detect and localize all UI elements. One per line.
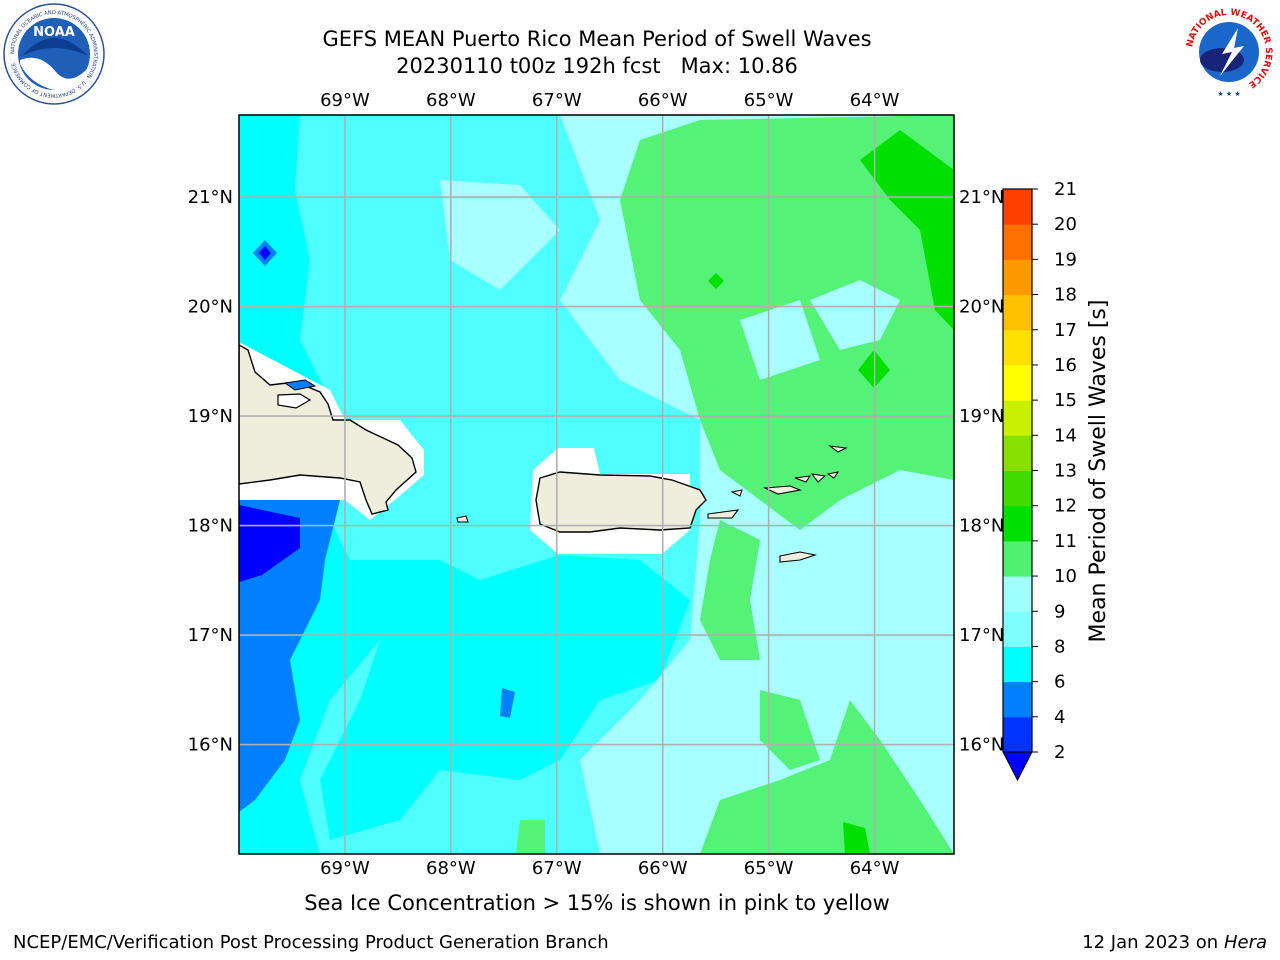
colorbar-tick-label: 11 xyxy=(1054,531,1077,552)
colorbar-tick-label: 9 xyxy=(1054,601,1065,622)
lat-label-left: 16°N xyxy=(188,735,233,756)
footer-host: Hera xyxy=(1223,932,1267,953)
lon-label-top: 68°W xyxy=(426,90,476,111)
colorbar-tick-label: 17 xyxy=(1054,320,1077,341)
colorbar-segment xyxy=(1003,716,1032,753)
colorbar-tick-label: 13 xyxy=(1054,461,1077,482)
colorbar-tick-label: 19 xyxy=(1054,249,1077,270)
land-vieques xyxy=(707,509,740,519)
lat-label-left: 17°N xyxy=(188,625,233,646)
colorbar-segment xyxy=(1003,646,1032,683)
lat-label-right: 19°N xyxy=(959,406,1004,427)
lat-label-left: 19°N xyxy=(188,406,233,427)
field-9-10-south xyxy=(700,700,954,854)
colorbar-tick-label: 16 xyxy=(1054,355,1077,376)
lon-label-bottom: 65°W xyxy=(744,858,794,879)
colorbar-segment xyxy=(1003,505,1032,542)
lon-label-top: 69°W xyxy=(320,90,370,111)
colorbar-segment xyxy=(1003,364,1032,401)
colorbar-segment xyxy=(1003,189,1032,225)
field-10-11 xyxy=(860,130,954,330)
swell-period-field xyxy=(239,115,954,854)
lat-label-right: 21°N xyxy=(959,187,1004,208)
colorbar-tick-label: 18 xyxy=(1054,285,1077,306)
colorbar-segment xyxy=(1003,611,1032,647)
colorbar-segment xyxy=(1003,224,1032,260)
colorbar-tick-label: 4 xyxy=(1054,707,1065,728)
footer-branch: NCEP/EMC/Verification Post Processing Pr… xyxy=(13,932,609,953)
sea-ice-note: Sea Ice Concentration > 15% is shown in … xyxy=(304,891,890,915)
footer-date-text: 12 Jan 2023 on xyxy=(1082,932,1224,953)
lat-label-right: 17°N xyxy=(959,625,1004,646)
lon-label-bottom: 69°W xyxy=(320,858,370,879)
colorbar-extend-arrow xyxy=(1002,751,1033,782)
lon-label-top: 66°W xyxy=(638,90,688,111)
lat-label-left: 18°N xyxy=(188,516,233,537)
lon-label-bottom: 68°W xyxy=(426,858,476,879)
colorbar-tick-label: 21 xyxy=(1054,179,1077,200)
colorbar-tick-label: 14 xyxy=(1054,425,1077,446)
land-st-croix xyxy=(779,551,818,563)
field-9-10-mid xyxy=(700,520,760,660)
nws-logo: NATIONAL WEATHER SERVICE ★ ★ ★ xyxy=(1181,4,1277,100)
lat-label-right: 16°N xyxy=(959,735,1004,756)
field-8-9-north xyxy=(440,180,560,290)
axis-labels: 69°W 69°W 68°W 68°W 67°W 67°W 66°W 66°W 65°W 65°W… xyxy=(188,90,1005,879)
lat-label-right: 18°N xyxy=(959,516,1004,537)
colorbar-segment xyxy=(1003,435,1032,471)
land-virgin-islands xyxy=(762,485,802,495)
colorbar-tick-label: 20 xyxy=(1054,214,1077,235)
map-frame xyxy=(238,114,955,855)
colorbar-tick-label: 8 xyxy=(1054,636,1065,657)
noaa-logo: NOAA NATIONAL OCEANIC AND ATMOSPHERIC AD… xyxy=(3,3,105,105)
colorbar-tick-label: 2 xyxy=(1054,742,1065,763)
colorbar-tick-label: 15 xyxy=(1054,390,1077,411)
lon-label-bottom: 64°W xyxy=(850,858,900,879)
colorbar-segment xyxy=(1003,576,1032,612)
colorbar: 2 4 6 8 9 10 11 12 13 14 15 16 17 18 19 20 21 xyxy=(1002,179,1077,782)
colorbar-tick-label: 6 xyxy=(1054,672,1065,693)
noaa-logo-text: NOAA xyxy=(33,25,75,40)
lat-label-left: 20°N xyxy=(188,297,233,318)
lon-label-bottom: 67°W xyxy=(532,858,582,879)
field-2-4 xyxy=(239,500,340,812)
lon-label-top: 64°W xyxy=(850,90,900,111)
colorbar-tick-label: 12 xyxy=(1054,496,1077,517)
colorbar-segment xyxy=(1003,540,1032,577)
footer-date: 12 Jan 2023 on Hera xyxy=(1082,932,1267,953)
colorbar-segment xyxy=(1003,329,1032,366)
colorbar-segment xyxy=(1003,294,1032,331)
colorbar-segment xyxy=(1003,681,1032,718)
lon-label-top: 67°W xyxy=(532,90,582,111)
colorbar-segment xyxy=(1003,470,1032,507)
lon-label-bottom: 66°W xyxy=(638,858,688,879)
colorbar-segment xyxy=(1003,400,1032,436)
colorbar-segment xyxy=(1003,259,1032,296)
colorbar-tick-label: 10 xyxy=(1054,566,1077,587)
lat-label-right: 20°N xyxy=(959,297,1004,318)
lat-label-left: 21°N xyxy=(188,187,233,208)
title-line-1: GEFS MEAN Puerto Rico Mean Period of Swe… xyxy=(322,27,872,51)
field-under-2 xyxy=(239,505,300,582)
lon-label-top: 65°W xyxy=(744,90,794,111)
title-line-2: 20230110 t00z 192h fcst Max: 10.86 xyxy=(396,54,798,78)
colorbar-label: Mean Period of Swell Waves [s] xyxy=(1086,300,1111,643)
lat-lon-grid xyxy=(239,115,954,854)
svg-text:★ ★ ★: ★ ★ ★ xyxy=(1217,90,1240,98)
